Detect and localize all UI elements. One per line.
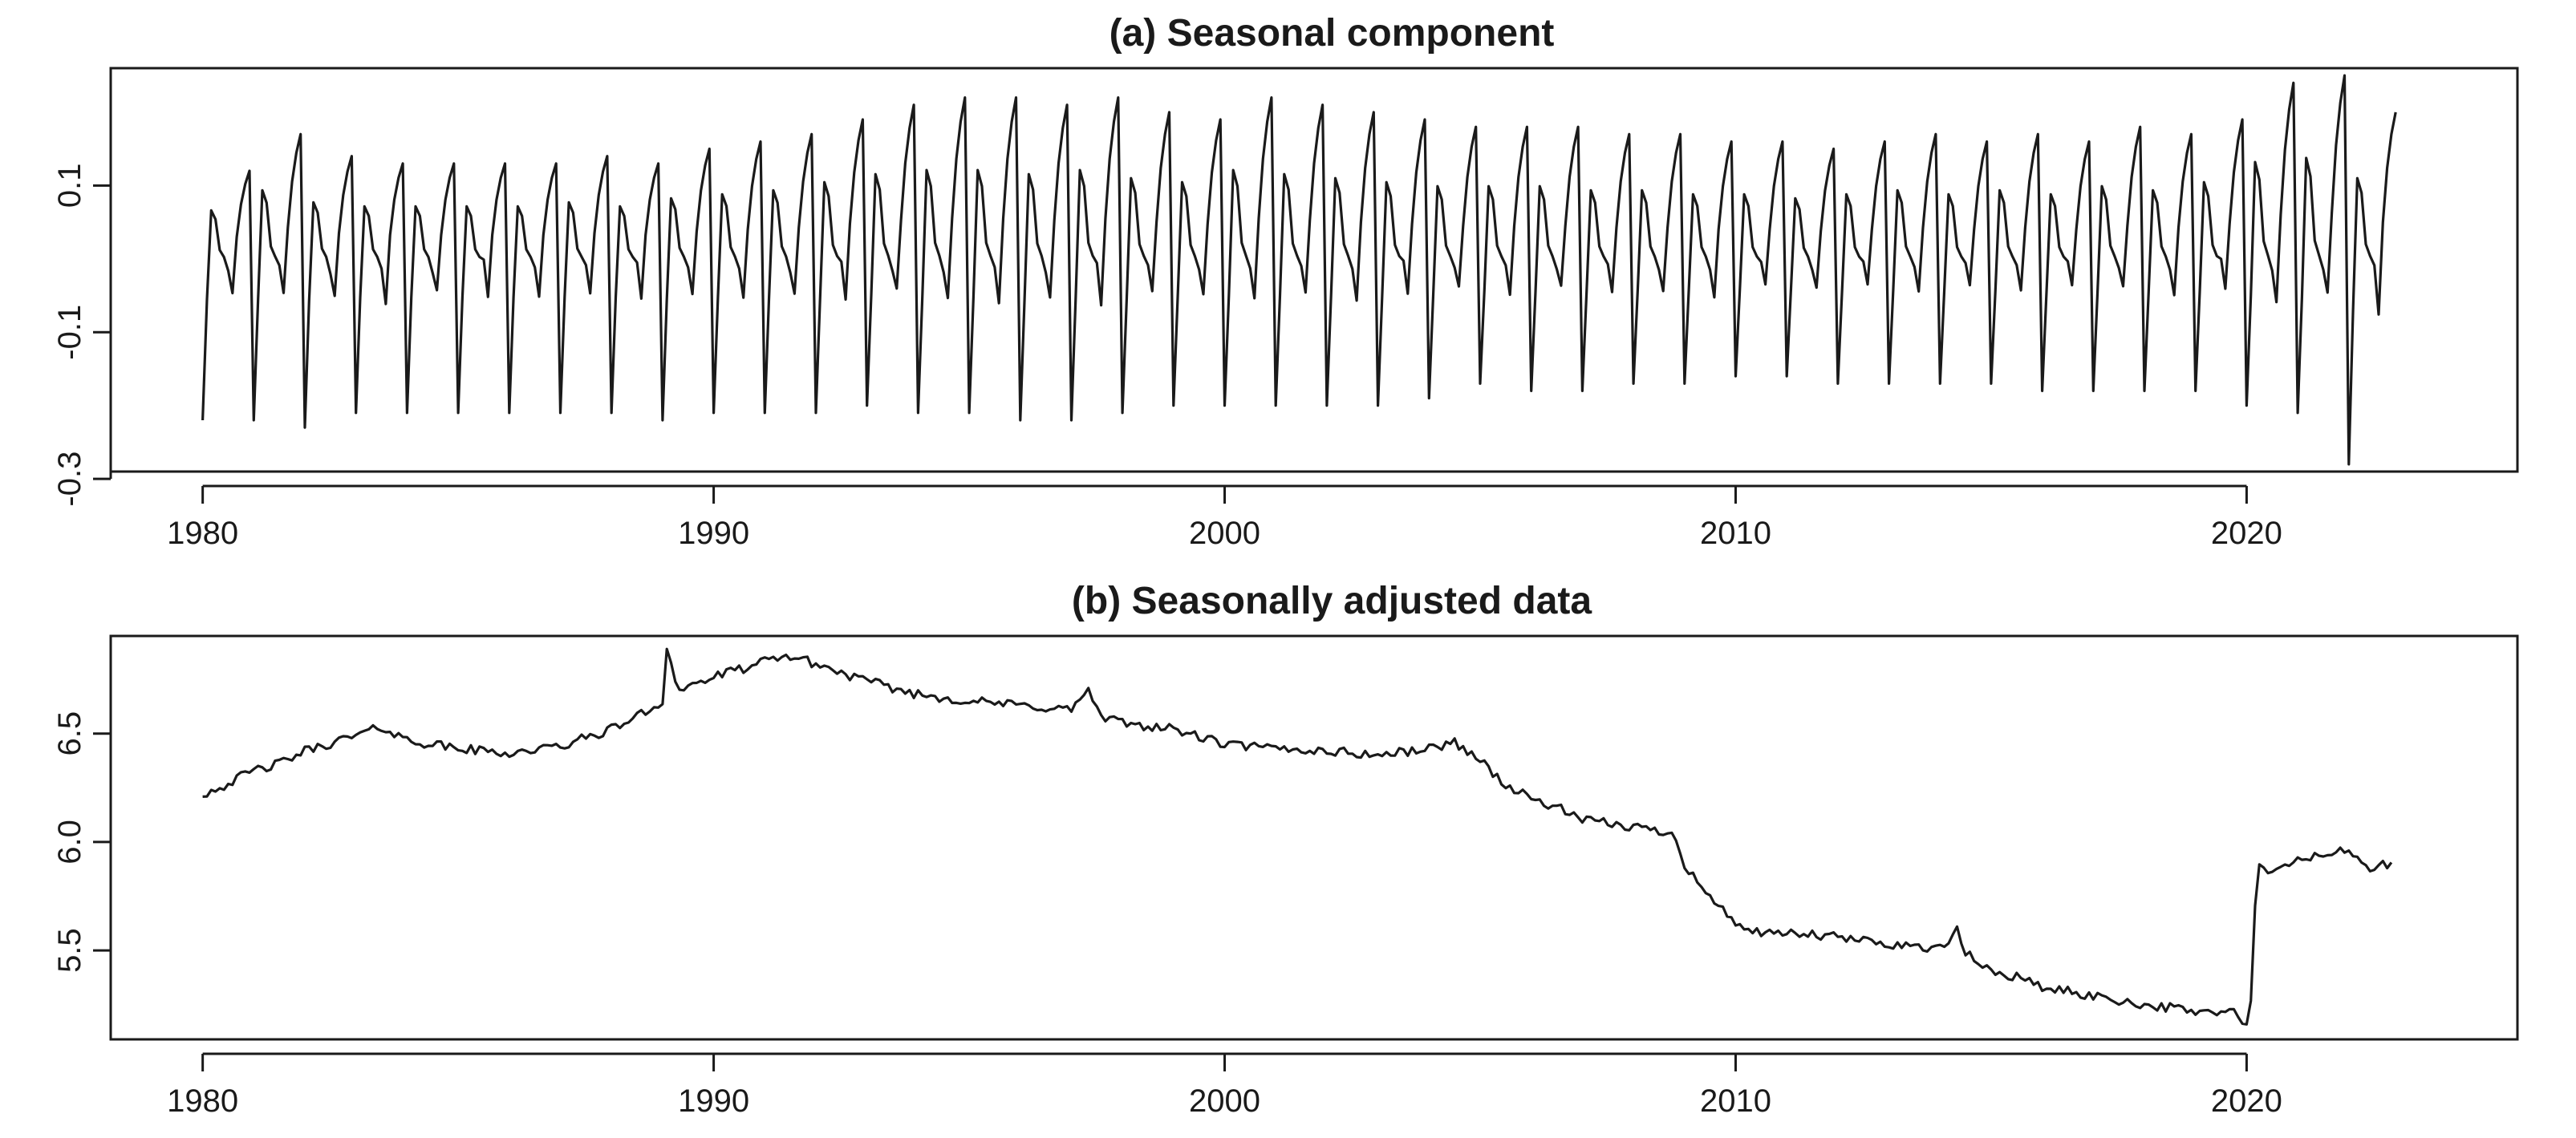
x-tick-label: 1990 <box>678 516 749 551</box>
y-tick-label: 6.5 <box>52 711 87 756</box>
y-tick-label: 6.0 <box>52 820 87 865</box>
seasonal-component-panel: (a) Seasonal component -0.3-0.10.1 1980 1… <box>52 12 2519 551</box>
x-axis: 1980 1990 2000 2010 2020 <box>167 484 2282 551</box>
x-tick-label: 2010 <box>1700 516 1771 551</box>
y-axis: 5.5 6.0 6.5 <box>52 711 112 973</box>
x-tick-label: 2010 <box>1700 1083 1771 1119</box>
x-tick-label: 1980 <box>167 1083 238 1119</box>
plot-frame <box>109 634 2519 1041</box>
y-tick-label: 5.5 <box>52 928 87 973</box>
x-tick-label: 1990 <box>678 1083 749 1119</box>
series-line <box>201 74 2397 466</box>
y-tick-label: -0.3 <box>52 452 87 507</box>
chart-title: (b) Seasonally adjusted data <box>1072 580 1592 622</box>
plot-frame <box>109 67 2519 473</box>
series-line <box>202 647 2393 1026</box>
x-axis: 1980 1990 2000 2010 2020 <box>167 1052 2282 1119</box>
x-tick-label: 2020 <box>2211 516 2282 551</box>
x-tick-label: 2000 <box>1189 516 1260 551</box>
y-tick-label: 0.1 <box>52 164 87 209</box>
y-tick-label: -0.1 <box>52 305 87 360</box>
chart-title: (a) Seasonal component <box>1110 12 1555 55</box>
y-axis: -0.3 -0.1 0.1 <box>52 164 112 507</box>
seasonally-adjusted-panel: (b) Seasonally adjusted data 5.5 6.0 6.5 1… <box>52 580 2519 1119</box>
x-tick-label: 2000 <box>1189 1083 1260 1119</box>
x-tick-label: 2020 <box>2211 1083 2282 1119</box>
x-tick-label: 1980 <box>167 516 238 551</box>
